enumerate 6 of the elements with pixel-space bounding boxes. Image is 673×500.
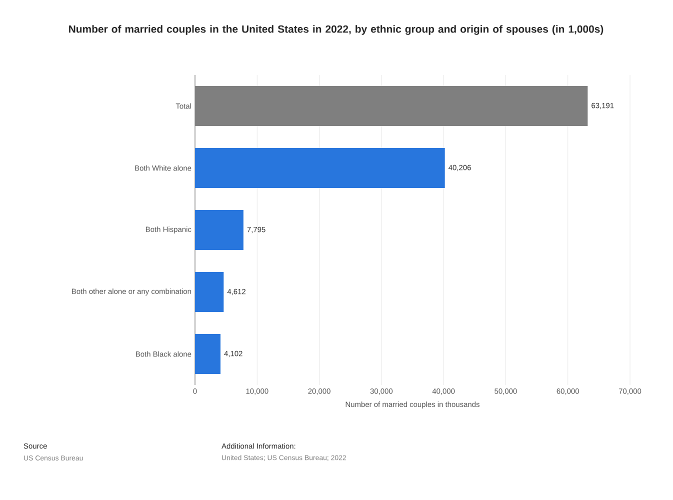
bar	[195, 86, 588, 126]
chart-title: Number of married couples in the United States in 2022, by ethnic group and origin of spouses (in 1,000s)	[69, 25, 604, 35]
bar	[195, 334, 220, 374]
bar	[195, 272, 224, 312]
bar	[195, 148, 445, 188]
bar	[195, 210, 244, 250]
